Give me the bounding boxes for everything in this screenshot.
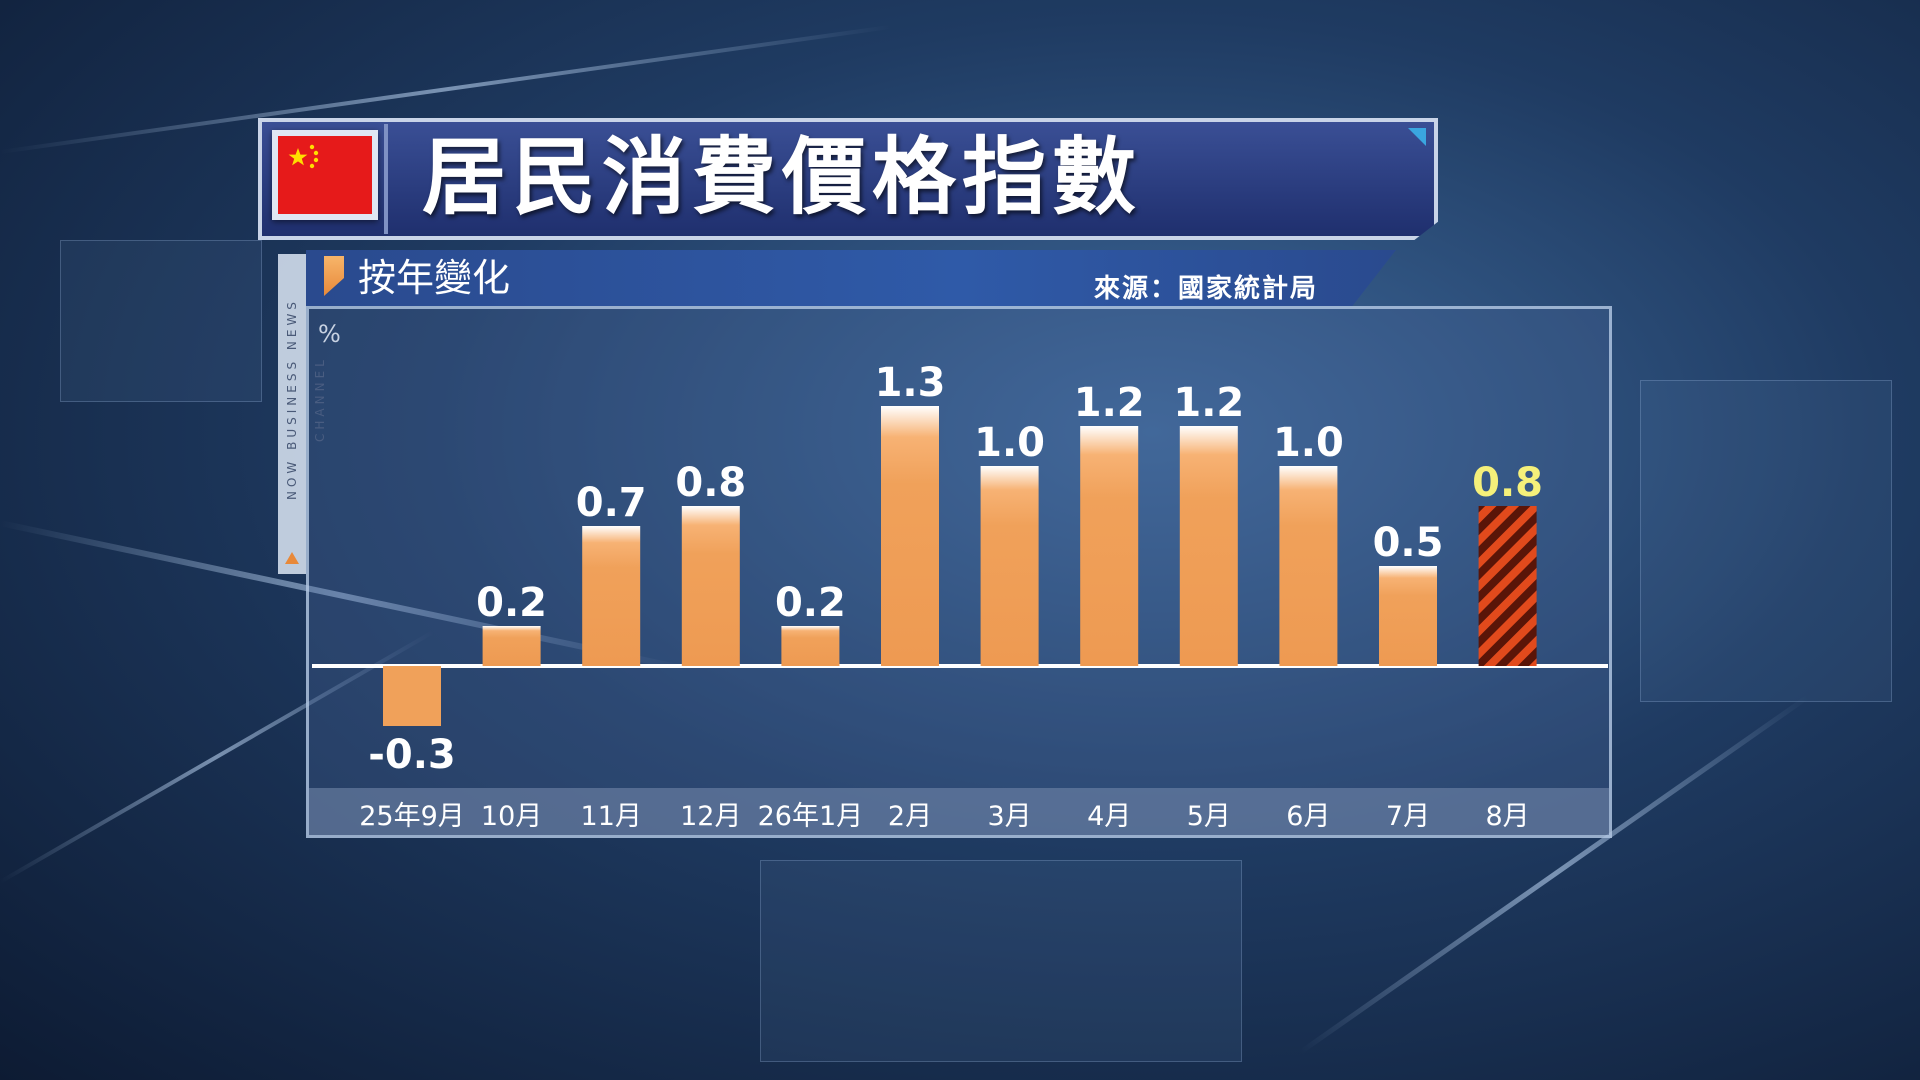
bar-highlighted [1478, 506, 1537, 666]
bar-value-label: 0.8 [675, 460, 746, 506]
bar [980, 466, 1039, 666]
subtitle: 按年變化 [358, 256, 511, 300]
x-tick-label: 5月 [1187, 801, 1231, 832]
source-label: 來源：國家統計局 [1094, 274, 1319, 304]
bar [1279, 466, 1338, 666]
x-tick-label: 8月 [1486, 801, 1530, 832]
corner-accent [1408, 128, 1426, 146]
bar-value-label: 1.0 [974, 420, 1045, 466]
bar-value-label: 1.3 [875, 360, 946, 406]
bars [383, 406, 1537, 726]
x-tick-label: 2月 [888, 801, 932, 832]
bar-value-label: 0.8 [1472, 460, 1543, 506]
bar-value-labels: -0.3 0.2 0.7 0.8 0.2 1.3 1.0 1.2 1.2 1.0 0.5 0.8 [368, 360, 1543, 778]
subtitle-bar [306, 250, 1396, 306]
x-tick-label: 7月 [1386, 801, 1430, 832]
bar [781, 626, 840, 666]
x-tick-label: 3月 [988, 801, 1032, 832]
bar [1179, 426, 1238, 666]
x-tick-label: 6月 [1286, 801, 1330, 832]
bar [681, 506, 740, 666]
channel-triangle-icon [285, 552, 299, 564]
x-tick-label: 4月 [1087, 801, 1131, 832]
x-axis-tick-labels: 25年9月 10月 11月 12月 26年1月 2月 3月 4月 5月 6月 7月 8月 [359, 801, 1529, 832]
channel-strip [278, 254, 306, 574]
x-tick-label: 25年9月 [359, 801, 465, 832]
title-bar [258, 118, 1438, 240]
china-flag-icon [272, 130, 378, 220]
bar [383, 666, 441, 726]
x-tick-label: 10月 [481, 801, 542, 832]
bar-value-label: 1.0 [1273, 420, 1344, 466]
bar-value-label: 0.7 [576, 480, 647, 526]
x-tick-label: 11月 [581, 801, 642, 832]
x-tick-label: 26年1月 [758, 801, 864, 832]
bar [1080, 426, 1139, 666]
bar [482, 626, 541, 666]
bar-value-label: 0.5 [1373, 520, 1444, 566]
flag-divider [384, 124, 388, 234]
bar [1379, 566, 1437, 666]
bar [881, 406, 939, 666]
bar-value-label: 1.2 [1074, 380, 1145, 426]
x-axis-band [309, 788, 1609, 835]
bar-value-label: 0.2 [476, 580, 547, 626]
page-title: 居民消費價格指數 [422, 128, 1143, 226]
y-axis-unit: % [318, 320, 341, 348]
bar-value-label: -0.3 [368, 732, 455, 778]
flag-stars [288, 144, 319, 169]
x-tick-label: 12月 [680, 801, 741, 832]
bar-value-label: 1.2 [1173, 380, 1244, 426]
bar-value-label: 0.2 [775, 580, 846, 626]
bar [582, 526, 641, 666]
